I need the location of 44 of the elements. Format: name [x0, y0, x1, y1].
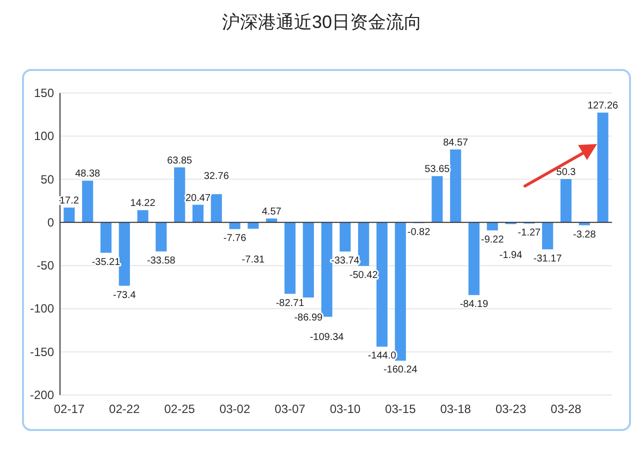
y-tick-label: -150	[30, 344, 54, 359]
x-tick-label: 03-10	[330, 402, 361, 416]
data-label: -31.17	[533, 253, 562, 264]
data-label: -9.22	[481, 234, 504, 246]
x-tick-label: 03-28	[550, 402, 582, 416]
x-tick-label: 03-23	[495, 402, 526, 416]
y-tick-label: -200	[30, 388, 54, 402]
x-tick-label: 02-25	[164, 402, 196, 416]
data-label: -84.19	[460, 299, 489, 310]
x-tick-label: 03-18	[440, 402, 472, 416]
data-label: 4.57	[262, 206, 282, 218]
x-tick-label: 03-15	[385, 402, 416, 416]
data-label: -1.27	[518, 228, 542, 239]
x-tick-label: 02-17	[54, 402, 85, 416]
data-label: -82.71	[276, 298, 305, 309]
data-label: -86.99	[294, 312, 324, 324]
data-label: -0.82	[407, 227, 431, 238]
x-tick-label: 03-02	[219, 402, 250, 416]
y-tick-label: 150	[34, 86, 54, 100]
data-label: -3.28	[573, 229, 596, 240]
data-label: -73.4	[113, 290, 136, 301]
y-tick-label: 0	[47, 215, 54, 230]
x-tick-label: 03-07	[274, 402, 306, 416]
data-label: 127.26	[588, 100, 619, 112]
y-tick-label: 50	[40, 172, 54, 186]
data-label: 20.47	[185, 192, 211, 204]
data-label: 32.76	[204, 171, 230, 182]
data-label: 63.85	[167, 155, 193, 166]
data-label: -1.94	[499, 250, 523, 262]
data-label: -33.58	[147, 255, 176, 266]
data-label: -7.31	[242, 254, 266, 266]
y-tick-label: -50	[36, 258, 54, 273]
data-label: -109.34	[310, 332, 344, 343]
data-label: 53.65	[424, 164, 450, 176]
data-label: 84.57	[443, 137, 469, 148]
data-label: 48.38	[75, 168, 101, 180]
data-label: -7.76	[223, 233, 247, 244]
x-tick-label: 02-22	[109, 402, 140, 416]
y-tick-label: 100	[34, 129, 54, 144]
data-label: 14.22	[130, 198, 156, 210]
y-tick-label: -100	[30, 302, 54, 316]
data-label: 50.3	[556, 167, 576, 178]
chart-title: 沪深港通近30日资金流向	[222, 12, 422, 32]
data-label: -160.24	[383, 364, 418, 376]
